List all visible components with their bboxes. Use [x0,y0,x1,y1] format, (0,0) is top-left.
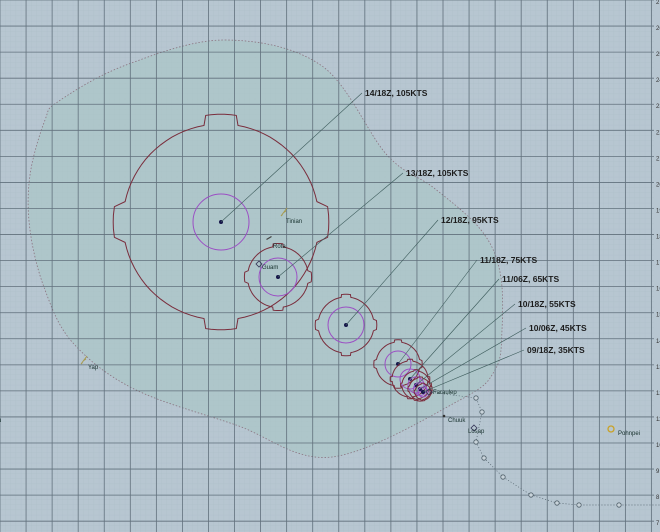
svg-text:12/18Z, 95KTS: 12/18Z, 95KTS [441,215,499,225]
svg-text:16: 16 [656,287,660,293]
svg-text:21: 21 [656,156,660,162]
svg-text:15: 15 [656,313,660,319]
svg-text:Pohnpei: Pohnpei [618,431,640,437]
svg-text:10/18Z, 55KTS: 10/18Z, 55KTS [518,299,576,309]
svg-text:Yap: Yap [88,365,99,371]
svg-text:Palau: Palau [0,418,1,424]
svg-text:22: 22 [656,130,660,136]
svg-text:11: 11 [656,417,660,423]
svg-text:Rota: Rota [273,244,286,250]
svg-text:Losap: Losap [468,429,485,435]
svg-text:27: 27 [656,0,660,6]
svg-text:10/06Z, 45KTS: 10/06Z, 45KTS [529,323,587,333]
svg-text:Guam: Guam [262,265,278,271]
svg-text:12: 12 [656,391,660,397]
svg-text:18: 18 [656,235,660,241]
svg-text:11/06Z, 65KTS: 11/06Z, 65KTS [502,274,560,284]
svg-text:13/18Z, 105KTS: 13/18Z, 105KTS [406,168,469,178]
svg-text:26: 26 [656,26,660,32]
svg-text:Chuuk: Chuuk [448,418,466,424]
svg-text:09/18Z, 35KTS: 09/18Z, 35KTS [527,345,585,355]
svg-text:14: 14 [656,339,660,345]
svg-text:14/18Z, 105KTS: 14/18Z, 105KTS [365,88,428,98]
svg-text:17: 17 [656,261,660,267]
svg-text:20: 20 [656,182,660,188]
svg-text:25: 25 [656,52,660,58]
svg-text:13: 13 [656,365,660,371]
svg-text:19: 19 [656,209,660,215]
svg-text:23: 23 [656,104,660,110]
svg-text:Tinian: Tinian [286,219,302,225]
svg-text:11/18Z, 75KTS: 11/18Z, 75KTS [480,255,538,265]
svg-text:10: 10 [656,443,660,449]
svg-text:24: 24 [656,78,660,84]
